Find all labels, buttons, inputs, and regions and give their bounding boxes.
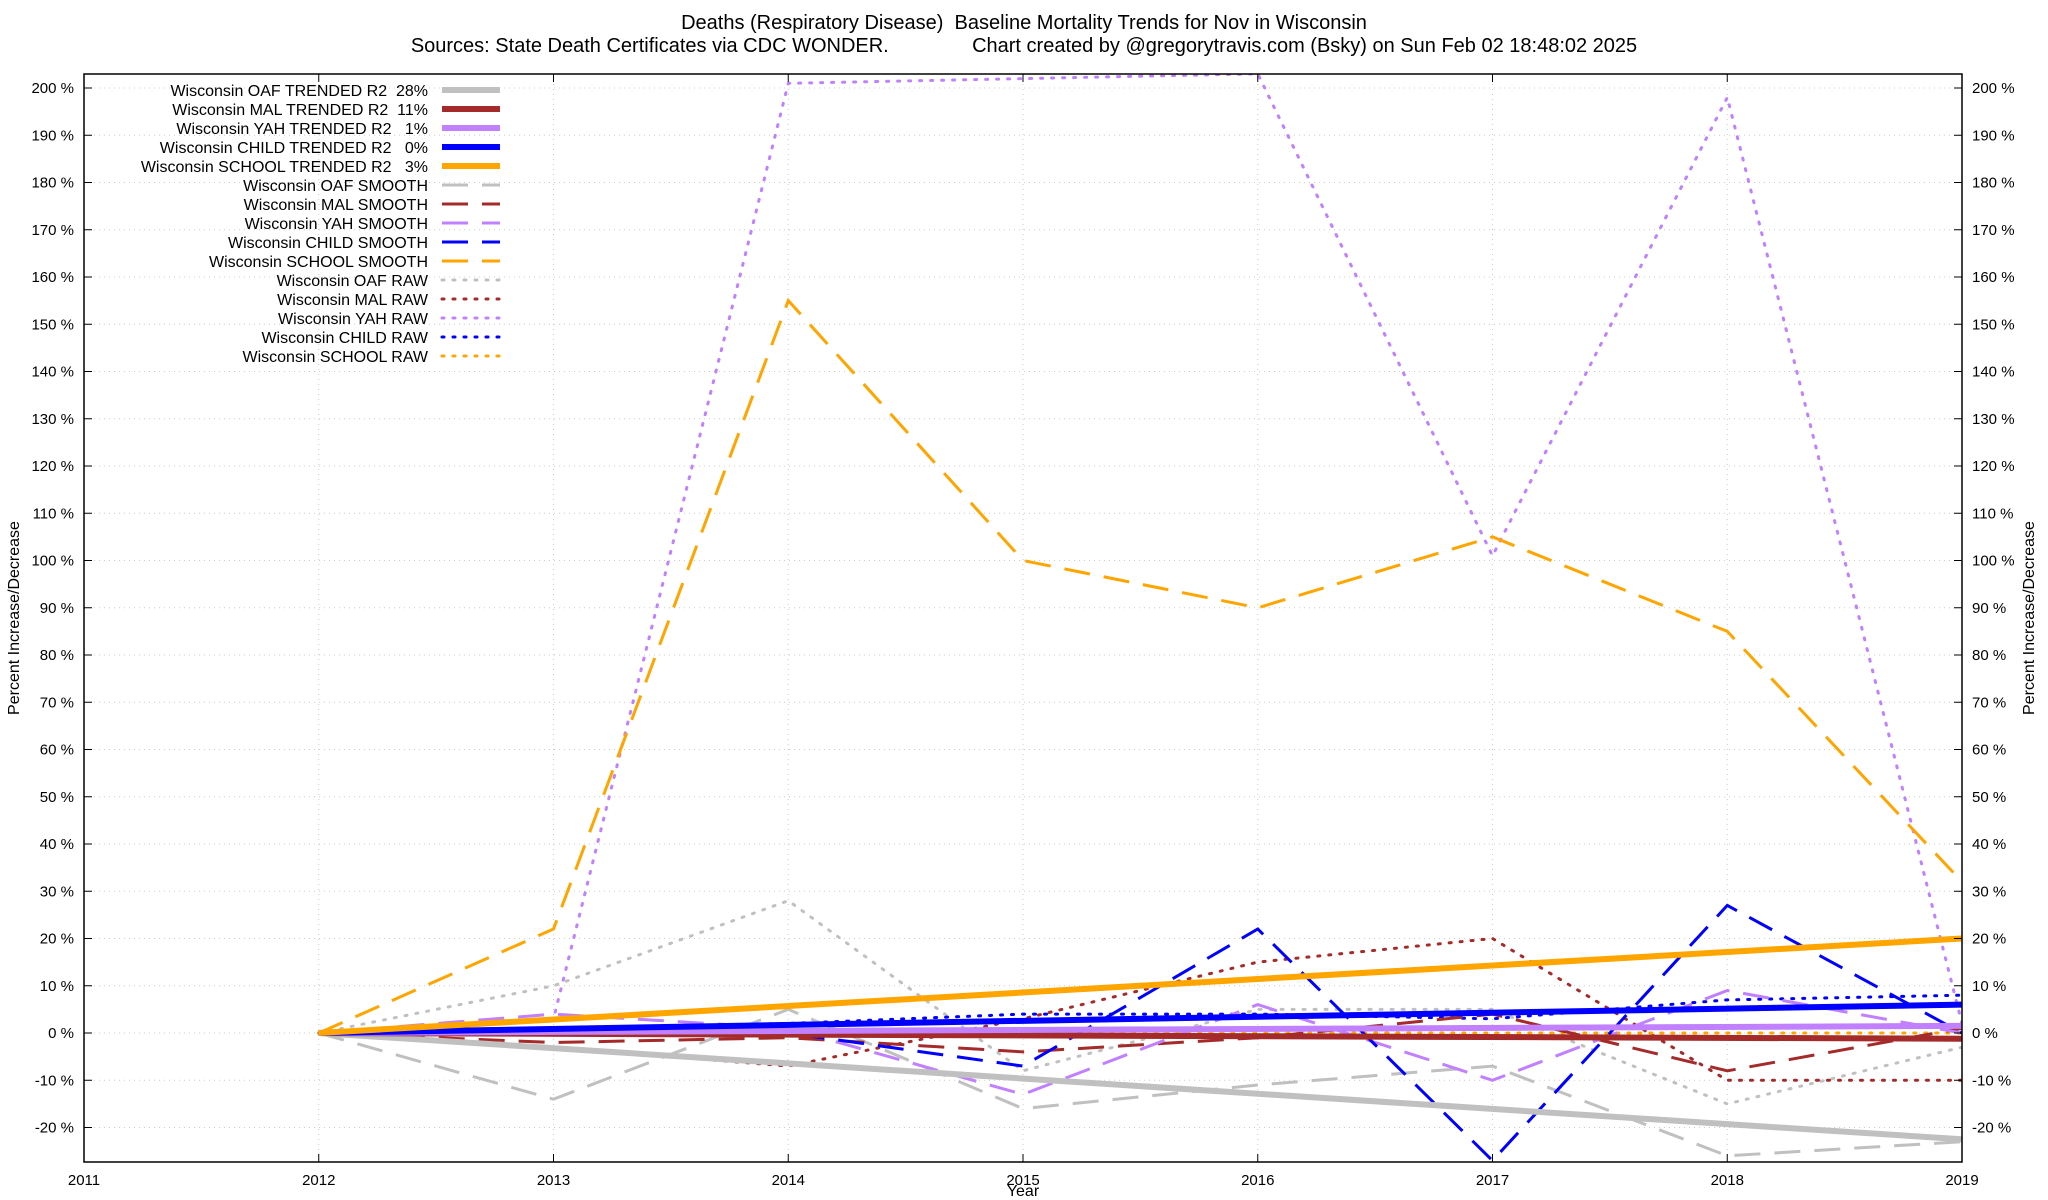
y-tick-label-right: 10 % <box>1972 978 2006 995</box>
y-tick-label: 50 % <box>40 789 74 806</box>
y-tick-label-right: 100 % <box>1972 553 2015 570</box>
series-lines <box>317 74 1962 1162</box>
y-tick-label-right: 170 % <box>1972 222 2015 239</box>
series-line-7 <box>318 1012 1962 1073</box>
legend-label: Wisconsin SCHOOL TRENDED R2 3% <box>141 159 428 176</box>
legend-label: Wisconsin CHILD RAW <box>261 330 428 347</box>
y-axis-label: Percent Increase/Decrease <box>6 521 23 715</box>
y-tick-label-right: 110 % <box>1972 505 2013 522</box>
y-tick-label-right: 20 % <box>1972 931 2006 948</box>
y-tick-label: 150 % <box>31 316 74 333</box>
y-tick-label: 80 % <box>40 647 74 664</box>
y-tick-label-right: 130 % <box>1972 411 2015 428</box>
y-tick-label: 180 % <box>31 175 74 192</box>
series-line-4 <box>318 1001 1962 1036</box>
y-tick-label-right: 90 % <box>1972 600 2006 617</box>
x-tick-label: 2018 <box>1711 1172 1744 1189</box>
y-tick-label: 190 % <box>31 127 74 144</box>
y-tick-label-right: 50 % <box>1972 789 2006 806</box>
y-tick-label: -20 % <box>35 1120 74 1137</box>
series-line-9 <box>318 903 1962 1162</box>
y-tick-label-right: 80 % <box>1972 647 2006 664</box>
x-tick-label: 2011 <box>68 1172 100 1189</box>
series-line-5 <box>318 935 1962 1036</box>
legend-label: Wisconsin OAF TRENDED R2 28% <box>170 83 428 100</box>
chart-subtitle: Sources: State Death Certificates via CD… <box>410 35 1638 57</box>
legend-label: Wisconsin SCHOOL RAW <box>242 349 428 366</box>
legend-label: Wisconsin MAL SMOOTH <box>244 197 428 214</box>
y-tick-label-right: 200 % <box>1972 80 2015 97</box>
y-tick-label-right: 140 % <box>1972 364 2015 381</box>
chart-title: Deaths (Respiratory Disease) Baseline Mo… <box>681 12 1367 34</box>
legend-label: Wisconsin CHILD SMOOTH <box>228 235 428 252</box>
y-tick-label-right: 60 % <box>1972 742 2006 759</box>
series-line-3 <box>318 1022 1962 1036</box>
axes: -20 % -20 % -10 % -10 % 0 % 0 % 10 % 10 % 20 % 20… <box>31 74 2015 1189</box>
legend-label: Wisconsin OAF RAW <box>277 273 429 290</box>
legend-label: Wisconsin YAH RAW <box>278 311 429 328</box>
x-tick-label: 2016 <box>1241 1172 1274 1189</box>
y-tick-label-right: 70 % <box>1972 694 2006 711</box>
y-tick-label: 100 % <box>31 553 74 570</box>
y-tick-label: 200 % <box>31 80 74 97</box>
y-tick-label: 40 % <box>40 836 74 853</box>
x-tick-label: 2012 <box>302 1172 335 1189</box>
legend-label: Wisconsin OAF SMOOTH <box>243 178 428 195</box>
y-tick-label: 170 % <box>31 222 74 239</box>
series-line-13 <box>317 74 1962 1035</box>
x-tick-label: 2014 <box>772 1172 805 1189</box>
x-tick-label: 2013 <box>537 1172 570 1189</box>
y-tick-label-right: 120 % <box>1972 458 2015 475</box>
y-tick-label: 0 % <box>48 1025 74 1042</box>
y-tick-label: 140 % <box>31 364 74 381</box>
legend-label: Wisconsin MAL RAW <box>277 292 429 309</box>
series-line-6 <box>318 1007 1962 1158</box>
legend-label: Wisconsin YAH SMOOTH <box>245 216 428 233</box>
y-tick-label-right: 40 % <box>1972 836 2006 853</box>
y-tick-label: 20 % <box>40 931 74 948</box>
y-tick-label: 90 % <box>40 600 74 617</box>
x-tick-label: 2015 <box>1006 1172 1039 1189</box>
y-tick-label: 30 % <box>40 883 74 900</box>
y-tick-label-right: -10 % <box>1972 1072 2011 1089</box>
series-line-1 <box>318 1030 1962 1143</box>
y-tick-label: 10 % <box>40 978 74 995</box>
y-tick-label: 120 % <box>31 458 74 475</box>
series-line-8 <box>318 988 1962 1096</box>
legend-label: Wisconsin SCHOOL SMOOTH <box>209 254 428 271</box>
legend-label: Wisconsin CHILD TRENDED R2 0% <box>160 140 428 157</box>
y-tick-label: 160 % <box>31 269 74 286</box>
legend-label: Wisconsin MAL TRENDED R2 11% <box>172 102 428 119</box>
legend-label: Wisconsin YAH TRENDED R2 1% <box>176 121 428 138</box>
x-tick-label: 2019 <box>1945 1172 1978 1189</box>
y-tick-label-right: 160 % <box>1972 269 2015 286</box>
x-axis-label: Year <box>1007 1183 1040 1200</box>
y-tick-label-right: -20 % <box>1972 1120 2011 1137</box>
x-tick-label: 2017 <box>1476 1172 1509 1189</box>
y-tick-label-right: 190 % <box>1972 127 2015 144</box>
y-tick-label-right: 0 % <box>1972 1025 1998 1042</box>
series-line-10 <box>318 297 1962 1035</box>
y-tick-label-right: 30 % <box>1972 883 2006 900</box>
y-tick-label: 110 % <box>33 505 74 522</box>
y-axis-label-right: Percent Increase/Decrease <box>2021 521 2038 715</box>
y-tick-label-right: 150 % <box>1972 316 2015 333</box>
y-tick-label: 70 % <box>40 694 74 711</box>
y-tick-label-right: 180 % <box>1972 175 2015 192</box>
legend: Wisconsin OAF TRENDED R2 28% Wisconsin MA… <box>141 83 502 366</box>
y-tick-label: 60 % <box>40 742 74 759</box>
y-tick-label: -10 % <box>35 1072 74 1089</box>
y-tick-label: 130 % <box>31 411 74 428</box>
